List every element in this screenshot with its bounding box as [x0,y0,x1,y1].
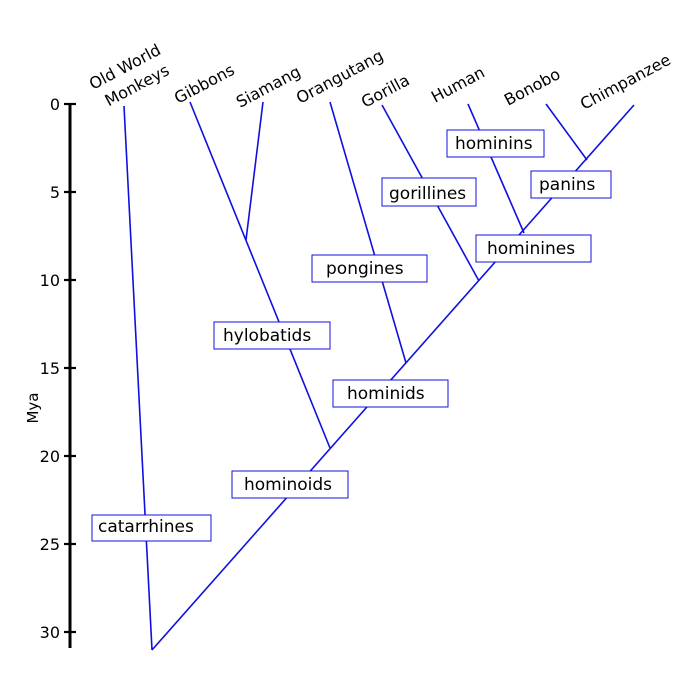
branch-bonobo [545,103,588,161]
clade-label: hominoids [244,475,332,495]
branch-human [467,103,525,234]
clade-hominins: hominins [446,129,545,158]
clade-pongines: pongines [311,254,428,283]
clade-box [311,254,428,283]
axis-tick-label: 10 [40,271,60,290]
clade-box [91,514,212,542]
clade-label: gorillines [389,184,466,204]
taxon-label-bonobo: Bonobo [501,64,563,109]
clade-box [475,234,592,263]
clade-box [332,379,449,408]
clade-box [231,470,349,499]
clade-label: hominines [487,239,575,259]
branch-siamang [245,101,264,241]
axis-tick-label: 5 [50,183,60,202]
branch-orangutang [329,101,407,364]
clade-hylobatids: hylobatids [213,321,331,350]
clade-labels: catarrhines hominoids hylobatids hominid… [91,129,612,542]
clade-label: catarrhines [98,517,194,537]
axis-tick-label: 0 [50,95,60,114]
axis-tick-label: 25 [40,535,60,554]
branch-gibbons [189,101,331,449]
clade-hominids: hominids [332,379,449,408]
axis-tick-label: 20 [40,447,60,466]
clade-label: hylobatids [223,326,311,346]
taxon-label-gorilla: Gorilla [358,70,413,111]
taxon-label-human: Human [428,63,488,107]
axis-tick-label: 15 [40,359,60,378]
clade-catarrhines: catarrhines [91,514,212,542]
taxon-label-siamang: Siamang [233,62,304,112]
taxon-label-gibbons: Gibbons [171,60,238,107]
taxon-label-chimpanzee: Chimpanzee [577,50,674,114]
clade-label: panins [539,175,595,195]
clade-gorillines: gorillines [381,177,477,207]
clade-panins: panins [530,170,612,199]
clade-label: pongines [326,259,404,279]
axis-tick-label: 30 [40,623,60,642]
branch-old-world-monkeys [123,105,153,651]
clade-box [381,177,477,207]
clade-box [213,321,331,350]
clade-label: hominids [347,384,425,404]
clade-box [446,129,545,158]
taxon-label-old-world-monkeys: Old World Monkeys [86,38,179,113]
clade-box [530,170,612,199]
axis-title: Mya [24,392,42,423]
clade-hominines: hominines [475,234,592,263]
time-axis: 0 5 10 15 20 25 30 Mya [24,95,76,648]
taxon-labels: Old World Monkeys Gibbons Siamang Orangu… [86,38,674,114]
clade-hominoids: hominoids [231,470,349,499]
clade-label: hominins [455,134,533,154]
